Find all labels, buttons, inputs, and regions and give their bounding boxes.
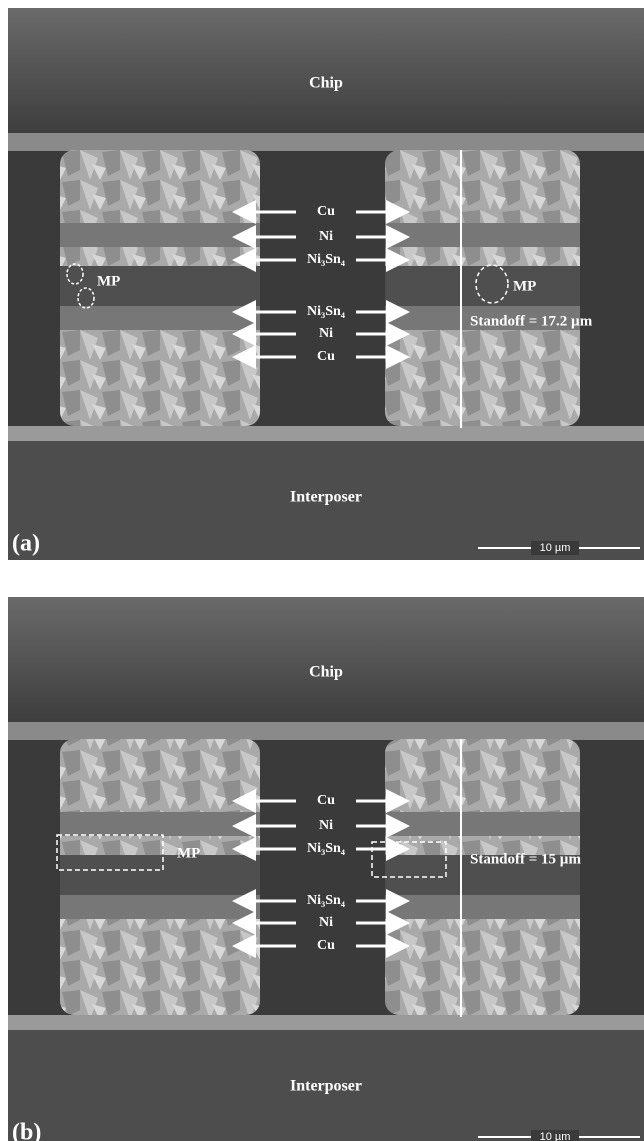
layer-label: Ni (319, 326, 333, 341)
mp-label: MP (177, 845, 200, 861)
layer-label: Ni₃Sn₄ (307, 304, 346, 319)
imc-band (60, 855, 260, 895)
imc-band (60, 266, 260, 306)
chip-region (8, 8, 644, 133)
standoff-label: Standoff = 17.2 µm (470, 313, 593, 329)
chip-region (8, 597, 644, 722)
layer-label: Ni (319, 818, 333, 833)
interposer-layer (8, 426, 644, 441)
layer-label: Cu (317, 349, 335, 364)
layer-label: Cu (317, 204, 335, 219)
pad-layer (8, 722, 644, 740)
layer-label: Cu (317, 793, 335, 808)
layer-label: Ni₃Sn₄ (307, 841, 346, 856)
layer-label: Ni₃Sn₄ (307, 252, 346, 267)
interposer-layer (8, 1015, 644, 1030)
panel-label: (b) (12, 1120, 41, 1141)
layer-label: Cu (317, 938, 335, 953)
layer-label: Ni (319, 915, 333, 930)
layer-label: Ni₃Sn₄ (307, 893, 346, 908)
imc-band (60, 306, 260, 330)
imc-band (385, 223, 580, 247)
interposer-label: Interposer (290, 489, 362, 506)
imc-band (60, 895, 260, 919)
imc-band (385, 812, 580, 836)
imc-band (60, 812, 260, 836)
interposer-label: Interposer (290, 1078, 362, 1095)
scale-label: 10 µm (540, 542, 571, 554)
chip-label: Chip (309, 75, 343, 92)
figure: Chip Interposer (a) Cu Ni Ni₃Sn₄ Ni₃Sn₄ Ni Cu MP M… (0, 0, 644, 1141)
mp-label: MP (513, 278, 536, 294)
scale-label: 10 µm (540, 1131, 571, 1141)
chip-label: Chip (309, 664, 343, 681)
pad-layer (8, 133, 644, 151)
mp-label: MP (97, 273, 120, 289)
standoff-label: Standoff = 15 µm (470, 851, 581, 867)
panel-label: (a) (12, 531, 40, 557)
imc-band (385, 895, 580, 919)
layer-label: Ni (319, 229, 333, 244)
imc-band (60, 223, 260, 247)
